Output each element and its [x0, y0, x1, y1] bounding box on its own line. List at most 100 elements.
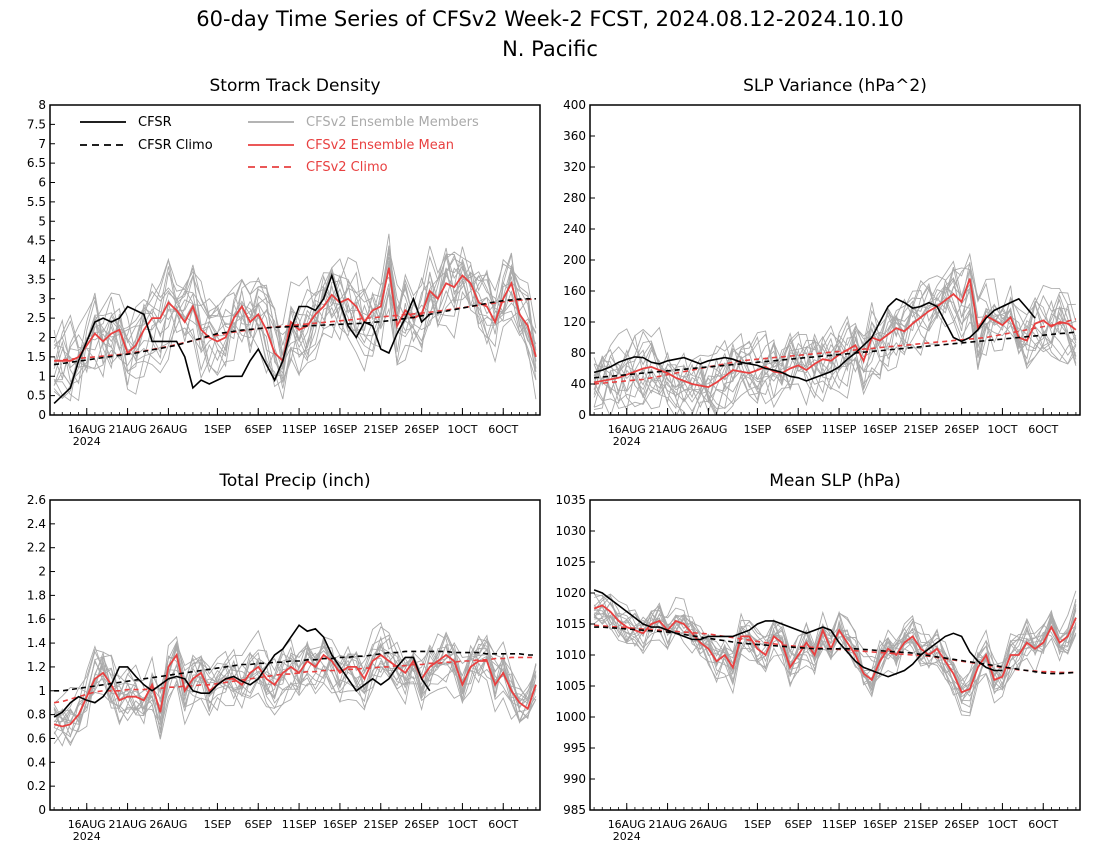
series-cfsr	[53, 624, 431, 718]
ensemble-member-line	[53, 233, 537, 385]
x-tick-label: 26SEP	[404, 818, 439, 831]
x-tick-label: 21SEP	[903, 423, 938, 436]
x-tick-label: 26SEP	[404, 423, 439, 436]
y-tick-label: 1020	[555, 586, 586, 600]
y-tick-label: 1035	[555, 493, 586, 507]
y-tick-label: 1.5	[27, 350, 46, 364]
x-tick-label: 21AUG	[649, 423, 687, 436]
x-tick-label: 26SEP	[944, 818, 979, 831]
main-subtitle: N. Pacific	[502, 37, 598, 61]
y-tick-label: 2	[38, 565, 46, 579]
y-tick-label: 240	[563, 222, 586, 236]
ensemble-member-line	[53, 626, 537, 722]
series-cfsr	[593, 297, 1036, 382]
ensemble-member-line	[593, 612, 1077, 696]
y-tick-label: 0.2	[27, 779, 46, 793]
y-tick-label: 2.4	[27, 517, 46, 531]
y-tick-label: 360	[563, 129, 586, 143]
series-cfsr-climo	[53, 297, 536, 366]
legend-item-cfsv2-climo: CFSv2 Climo	[248, 160, 388, 175]
ensemble-member-line	[53, 245, 537, 386]
ensemble-member-line	[593, 276, 1077, 415]
y-tick-label: 5.5	[27, 195, 46, 209]
legend-label: CFSv2 Climo	[306, 160, 388, 175]
series-cfsv2-ensemble-mean	[593, 278, 1077, 389]
x-tick-label: 6SEP	[244, 423, 272, 436]
series-cfsr	[53, 272, 431, 404]
legend-item-ens-mean: CFSv2 Ensemble Mean	[248, 138, 454, 153]
y-tick-label: 2	[38, 331, 46, 345]
y-tick-label: 2.6	[27, 493, 46, 507]
x-tick-label: 11SEP	[822, 818, 857, 831]
y-tick-label: 1.2	[27, 660, 46, 674]
x-tick-label: 6SEP	[244, 818, 272, 831]
x-tick-label: 26AUG	[149, 818, 187, 831]
y-tick-label: 2.2	[27, 541, 46, 555]
y-tick-label: 160	[563, 284, 586, 298]
x-tick-label: 21SEP	[363, 818, 398, 831]
y-tick-label: 1	[38, 684, 46, 698]
x-tick-label: 16AUG	[68, 423, 106, 436]
x-tick-label: 21SEP	[903, 818, 938, 831]
ensemble-member-line	[53, 634, 537, 722]
ensemble-member-line	[53, 251, 537, 375]
y-tick-label: 1.4	[27, 636, 46, 650]
y-tick-label: 0	[38, 803, 46, 817]
x-tick-label: 1SEP	[744, 818, 772, 831]
plot-area	[53, 233, 537, 404]
y-tick-label: 2.5	[27, 311, 46, 325]
y-tick-label: 7.5	[27, 117, 46, 131]
y-tick-label: 990	[563, 772, 586, 786]
y-tick-label: 6	[38, 176, 46, 190]
legend-label: CFSv2 Ensemble Mean	[306, 138, 454, 153]
panel-title: Total Precip (inch)	[218, 471, 370, 491]
x-tick-label: 16AUG	[608, 423, 646, 436]
x-tick-label: 21AUG	[109, 818, 147, 831]
ensemble-member-line	[593, 282, 1077, 395]
series-cfsv2-ensemble-mean	[53, 652, 537, 728]
ensemble-member-line	[593, 269, 1077, 414]
x-tick-label: 11SEP	[282, 818, 317, 831]
y-tick-label: 0	[578, 408, 586, 422]
x-tick-label: 11SEP	[282, 423, 317, 436]
plot-area	[593, 252, 1077, 415]
legend-label: CFSR Climo	[138, 138, 213, 153]
ensemble-member-line	[53, 264, 537, 400]
ensemble-member-line	[593, 285, 1077, 409]
x-tick-label: 16SEP	[863, 818, 898, 831]
y-tick-label: 985	[563, 803, 586, 817]
x-tick-label: 6SEP	[784, 423, 812, 436]
panel-title: SLP Variance (hPa^2)	[743, 76, 927, 96]
x-tick-label: 1OCT	[447, 423, 477, 436]
y-tick-label: 0	[38, 408, 46, 422]
y-tick-label: 6.5	[27, 156, 46, 170]
y-tick-label: 4.5	[27, 234, 46, 248]
x-tick-label: 26SEP	[944, 423, 979, 436]
legend-label: CFSR	[138, 115, 172, 130]
plot-area	[593, 589, 1077, 717]
x-tick-label: 16AUG	[68, 818, 106, 831]
x-tick-label: 1OCT	[447, 818, 477, 831]
y-tick-label: 400	[563, 98, 586, 112]
legend: CFSR CFSR Climo CFSv2 Ensemble Members CFSv…	[80, 115, 479, 175]
plot-frame	[49, 499, 541, 811]
y-tick-label: 120	[563, 315, 586, 329]
y-tick-label: 0.6	[27, 731, 46, 745]
x-tick-label: 1OCT	[987, 423, 1017, 436]
x-tick-label: 1OCT	[987, 818, 1017, 831]
y-tick-label: 1005	[555, 679, 586, 693]
x-tick-label: 21AUG	[109, 423, 147, 436]
ensemble-member-line	[593, 266, 1077, 409]
x-year-label: 2024	[73, 435, 101, 448]
legend-item-members: CFSv2 Ensemble Members	[248, 115, 479, 130]
y-tick-label: 1030	[555, 524, 586, 538]
x-tick-label: 16SEP	[323, 423, 358, 436]
ensemble-member-line	[53, 640, 537, 740]
x-tick-label: 21AUG	[649, 818, 687, 831]
x-year-label: 2024	[73, 830, 101, 843]
panel-storm-track-density: Storm Track Density 0 0.5 1 1.5 2 2.5 3 3.5 4 4.5 5…	[27, 76, 541, 448]
x-tick-label: 6OCT	[488, 818, 518, 831]
main-title: 60-day Time Series of CFSv2 Week-2 FCST,…	[196, 7, 903, 31]
ensemble-member-line	[593, 252, 1077, 415]
